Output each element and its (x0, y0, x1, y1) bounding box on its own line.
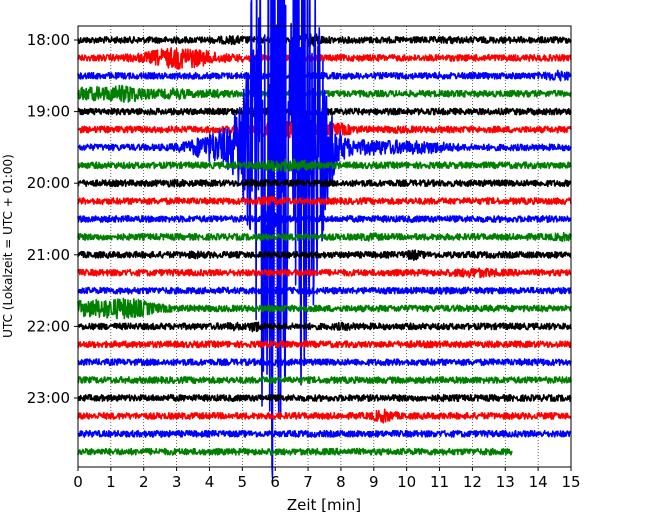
trace-1830 (77, 69, 572, 82)
trace-2115 (77, 267, 572, 279)
x-tick-label: 11 (430, 473, 449, 491)
x-axis: 0 1 2 3 4 5 6 7 8 9 10 11 12 13 14 15 (73, 467, 581, 491)
x-tick-label: 6 (270, 473, 280, 491)
x-tick-label: 13 (496, 473, 515, 491)
trace-1815 (77, 47, 572, 70)
trace-2245 (77, 376, 572, 385)
trace-2030 (77, 209, 572, 229)
x-tick-label: 3 (172, 473, 182, 491)
plot-frame (77, 25, 572, 468)
x-axis-title: Zeit [min] (287, 496, 361, 514)
x-tick-label: 5 (238, 473, 248, 491)
y-tick-label: 23:00 (27, 389, 70, 407)
x-tick-label: 14 (529, 473, 548, 491)
x-tick-label: 15 (561, 473, 580, 491)
trace-2315 (77, 408, 572, 424)
x-tick-label: 8 (336, 473, 346, 491)
x-tick-label: 12 (463, 473, 482, 491)
y-tick-label: 19:00 (27, 103, 70, 121)
trace-2000 (77, 178, 572, 188)
trace-1930 (77, 0, 572, 479)
trace-2200 (77, 321, 572, 333)
trace-2015 (77, 195, 572, 206)
x-tick-label: 0 (73, 473, 83, 491)
x-tick-label: 9 (369, 473, 379, 491)
trace-2330 (77, 429, 572, 438)
trace-2100 (77, 249, 572, 261)
traces-layer (77, 0, 572, 479)
trace-2215 (77, 340, 572, 349)
y-tick-label: 20:00 (27, 174, 70, 192)
x-tick-label: 4 (205, 473, 215, 491)
y-axis: 18:00 19:00 20:00 21:00 22:00 23:00 (27, 31, 78, 407)
y-tick-label: 21:00 (27, 246, 70, 264)
trace-2230 (77, 358, 572, 367)
x-tick-label: 2 (139, 473, 149, 491)
trace-2130 (77, 286, 572, 295)
trace-2345 (77, 447, 513, 456)
x-tick-label: 10 (397, 473, 416, 491)
trace-2045 (77, 231, 572, 243)
trace-1800 (77, 33, 572, 48)
y-tick-label: 22:00 (27, 317, 70, 335)
x-tick-label: 7 (303, 473, 313, 491)
y-axis-title: UTC (Lokalzeit = UTC + 01:00) (1, 154, 15, 338)
trace-2145 (77, 297, 572, 320)
x-tick-label: 1 (106, 473, 116, 491)
trace-1945 (77, 158, 572, 173)
trace-2300 (77, 393, 572, 403)
y-tick-label: 18:00 (27, 31, 70, 49)
